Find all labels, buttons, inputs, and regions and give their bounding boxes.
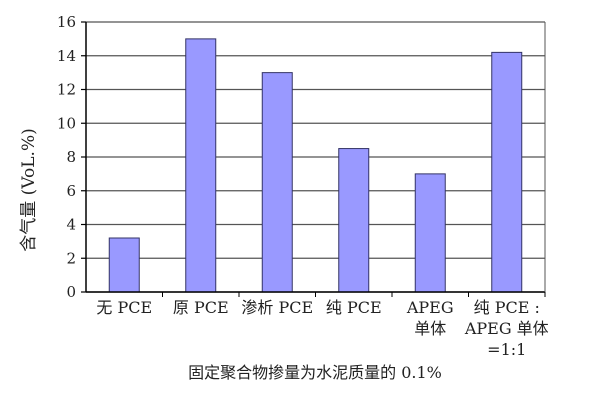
bar — [108, 237, 140, 293]
grid-lines — [86, 21, 545, 293]
x-tick-label: 纯 PCE : — [474, 298, 540, 317]
x-axis-label: 固定聚合物掺量为水泥质量的 0.1% — [188, 363, 442, 382]
y-tick-label: 10 — [57, 114, 76, 132]
y-tick-label: 4 — [66, 216, 76, 234]
x-tick-label: APEG — [406, 298, 454, 317]
x-tick-label: =1:1 — [487, 340, 526, 359]
bar — [261, 72, 293, 293]
y-tick-label: 8 — [66, 148, 76, 166]
y-tick-label: 0 — [66, 283, 76, 301]
x-tick-label: 渗析 PCE — [241, 298, 313, 317]
y-tick-label: 14 — [57, 47, 76, 65]
y-tick-label: 6 — [66, 182, 76, 200]
x-tick-label: 纯 PCE — [326, 298, 382, 317]
bar — [491, 51, 523, 293]
bar — [414, 173, 446, 293]
y-tick-label: 16 — [57, 13, 76, 31]
bar — [338, 148, 370, 293]
bar — [185, 38, 217, 293]
y-axis-label: 含气量 (VoL.%) — [19, 128, 39, 251]
y-tick-label: 2 — [66, 249, 76, 267]
bars — [108, 38, 523, 293]
x-tick-label: 单体 — [414, 319, 446, 338]
x-tick-labels: 无 PCE 原 PCE 渗析 PCE 纯 PCE APEG 单体 纯 PCE : APEG 单… — [96, 298, 548, 359]
x-tick-label: 原 PCE — [173, 298, 229, 317]
axes — [81, 21, 546, 297]
x-tick-label: 无 PCE — [96, 298, 152, 317]
y-tick-label: 12 — [57, 81, 76, 99]
x-tick-label: APEG 单体 — [464, 319, 549, 338]
y-tick-labels: 0 2 4 6 8 10 12 14 16 — [57, 13, 76, 301]
